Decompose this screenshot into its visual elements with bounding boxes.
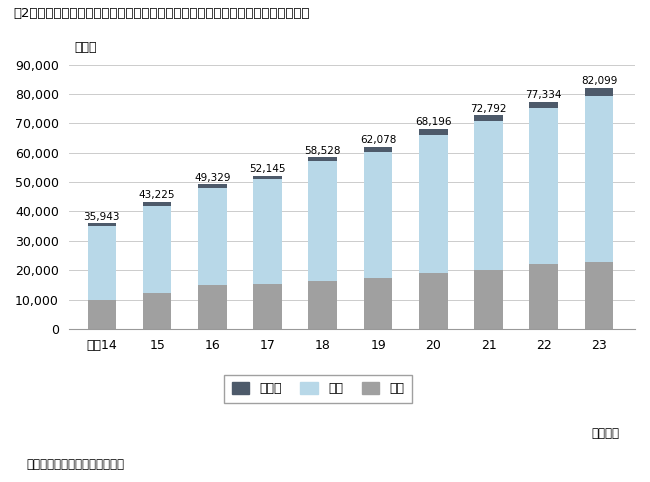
Bar [364, 147, 393, 152]
Bar [474, 269, 503, 329]
Text: 58,528: 58,528 [305, 146, 341, 156]
Bar [419, 134, 448, 273]
Text: （件）: （件） [74, 41, 97, 54]
Text: 35,943: 35,943 [84, 212, 120, 222]
Text: 43,225: 43,225 [139, 190, 176, 201]
Bar [143, 206, 172, 293]
Bar [198, 285, 227, 329]
Bar [585, 96, 614, 262]
Text: 図2　配偶者暴力相談支援センターにおける配偶者からの暴力が関係する相談件数: 図2 配偶者暴力相談支援センターにおける配偶者からの暴力が関係する相談件数 [13, 7, 309, 20]
Bar [198, 188, 227, 285]
Text: （備考）　内閣府資料より作成: （備考） 内閣府資料より作成 [26, 458, 124, 471]
Text: 68,196: 68,196 [415, 117, 452, 127]
Bar [143, 202, 172, 206]
Bar [88, 223, 116, 227]
Bar [309, 161, 337, 281]
Bar [364, 279, 393, 329]
Text: 49,329: 49,329 [194, 173, 231, 183]
Text: 62,078: 62,078 [360, 135, 396, 145]
Bar [198, 184, 227, 188]
Bar [143, 293, 172, 329]
Bar [254, 284, 282, 329]
Bar [254, 176, 282, 179]
Bar [585, 262, 614, 329]
Text: （年度）: （年度） [592, 427, 619, 440]
Bar [530, 108, 558, 264]
Text: 77,334: 77,334 [526, 90, 562, 100]
Bar [585, 88, 614, 96]
Bar [474, 115, 503, 121]
Bar [530, 102, 558, 108]
Bar [364, 152, 393, 279]
Bar [309, 157, 337, 161]
Text: 72,792: 72,792 [471, 104, 507, 114]
Bar [474, 121, 503, 269]
Bar [419, 273, 448, 329]
Bar [530, 264, 558, 329]
Bar [88, 227, 116, 299]
Text: 52,145: 52,145 [250, 164, 286, 174]
Legend: その他, 電話, 来所: その他, 電話, 来所 [224, 375, 411, 403]
Bar [419, 129, 448, 134]
Text: 82,099: 82,099 [581, 76, 618, 86]
Bar [88, 299, 116, 329]
Bar [309, 281, 337, 329]
Bar [254, 179, 282, 284]
